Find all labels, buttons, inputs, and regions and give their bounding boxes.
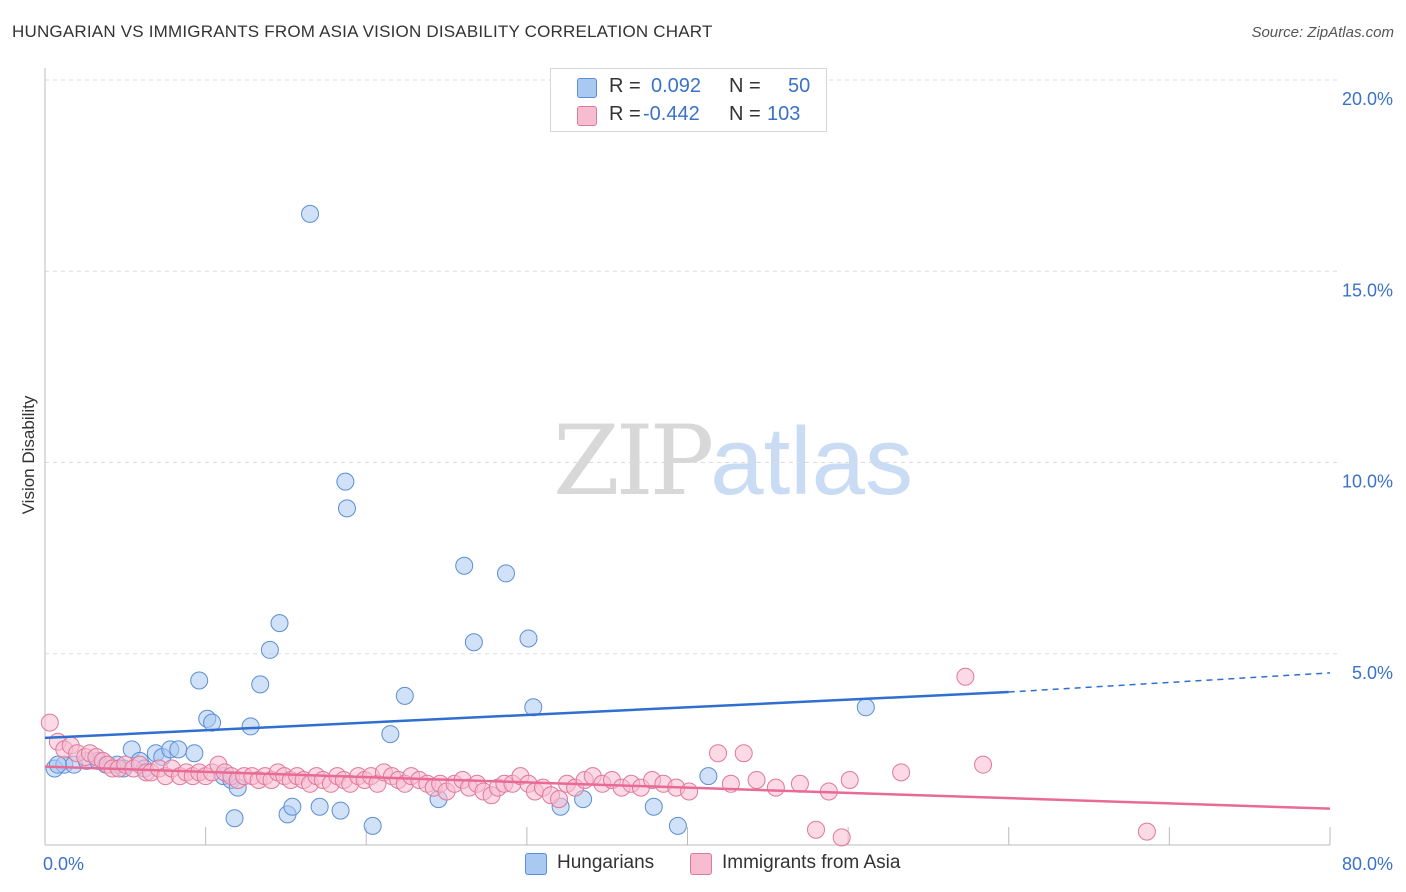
legend-row-immigrants-from-asia: R = -0.442 N = 103 [551, 101, 826, 129]
legend-swatch-hungarians [577, 78, 597, 98]
legend-n-value: 50 [788, 75, 811, 97]
watermark-atlas: atlas [710, 408, 913, 515]
point-hungarian [464, 633, 483, 652]
point-hungarian [519, 629, 538, 648]
point-hungarian [668, 816, 687, 835]
point-hungarian [241, 717, 260, 736]
series-immigrants-from-asia [40, 667, 1156, 847]
watermark-zip: ZIP [553, 405, 714, 517]
point-hungarian [331, 801, 350, 820]
point-immigrant-asia [747, 770, 766, 789]
point-immigrant-asia [892, 763, 911, 782]
legend-r-value: 0.092 [651, 75, 702, 97]
x-tick-label: 0.0% [43, 854, 84, 874]
point-hungarian [310, 797, 329, 816]
axis-labels: 5.0% 10.0% 15.0% 20.0% 0.0% 80.0% Vision Disab… [19, 89, 1393, 874]
y-tick-label: 20.0% [1342, 89, 1393, 109]
point-hungarian [395, 686, 414, 705]
point-hungarian [260, 640, 279, 659]
point-immigrant-asia [956, 667, 975, 686]
y-tick-label: 15.0% [1342, 280, 1393, 300]
legend-swatch-immigrants [577, 106, 597, 126]
grid [45, 79, 1340, 655]
x-tick-label: 80.0% [1342, 854, 1393, 874]
point-immigrant-asia [766, 778, 785, 797]
point-immigrant-asia [840, 770, 859, 789]
point-immigrant-asia [1137, 822, 1156, 841]
point-hungarian [363, 816, 382, 835]
point-hungarian [251, 675, 270, 694]
series-hungarians [45, 204, 875, 835]
point-hungarian [336, 472, 355, 491]
correlation-legend: R = 0.092 N = 50 R = -0.442 N = 103 [550, 68, 827, 132]
point-immigrant-asia [550, 790, 568, 809]
legend-n-value: 103 [767, 103, 801, 125]
legend-n-label: N = [729, 75, 761, 97]
point-immigrant-asia [974, 755, 993, 774]
y-tick-label: 5.0% [1352, 663, 1393, 683]
y-tick-label: 10.0% [1342, 472, 1393, 492]
trend-line-hungarians [44, 690, 1009, 740]
point-hungarian [455, 556, 474, 575]
legend-r-label: R = [609, 75, 641, 97]
watermark: ZIPatlas [553, 405, 913, 517]
y-axis-label: Vision Disability [19, 395, 38, 514]
chart-source: Source: ZipAtlas.com [1251, 24, 1394, 41]
legend-r-value: -0.442 [643, 103, 700, 125]
legend-row-hungarians: R = 0.092 N = 50 [551, 73, 826, 101]
point-hungarian [644, 797, 663, 816]
legend-n-label: N = [729, 103, 761, 125]
legend-r-label: R = [609, 103, 641, 125]
point-hungarian [381, 725, 400, 744]
bottom-legend-swatch-immigrants [690, 853, 712, 875]
point-immigrant-asia [832, 828, 851, 847]
point-hungarian [496, 564, 515, 583]
point-immigrant-asia [790, 774, 809, 793]
point-hungarian [185, 744, 204, 763]
trend-line-immigrants-asia [44, 765, 1331, 810]
point-immigrant-asia [40, 713, 59, 732]
point-hungarian [337, 499, 356, 518]
point-hungarian [283, 797, 302, 816]
point-immigrant-asia [734, 744, 753, 763]
point-hungarian [190, 671, 209, 690]
point-hungarian [169, 740, 188, 759]
point-hungarian [301, 204, 320, 223]
point-hungarian [270, 614, 289, 633]
bottom-legend-label-hungarians: Hungarians [557, 852, 655, 873]
trend-lines [44, 672, 1331, 810]
point-immigrant-asia [680, 782, 699, 801]
point-hungarian [225, 809, 244, 828]
bottom-legend-label-immigrants: Immigrants from Asia [722, 852, 901, 873]
bottom-legend-swatch-hungarians [525, 853, 547, 875]
point-immigrant-asia [709, 744, 728, 763]
point-hungarian [856, 698, 875, 717]
chart-title: HUNGARIAN VS IMMIGRANTS FROM ASIA VISION… [12, 22, 713, 41]
point-hungarian [699, 767, 718, 786]
point-hungarian [48, 755, 67, 774]
trend-line-hungarians-dashed [1008, 672, 1331, 693]
point-immigrant-asia [807, 820, 825, 839]
